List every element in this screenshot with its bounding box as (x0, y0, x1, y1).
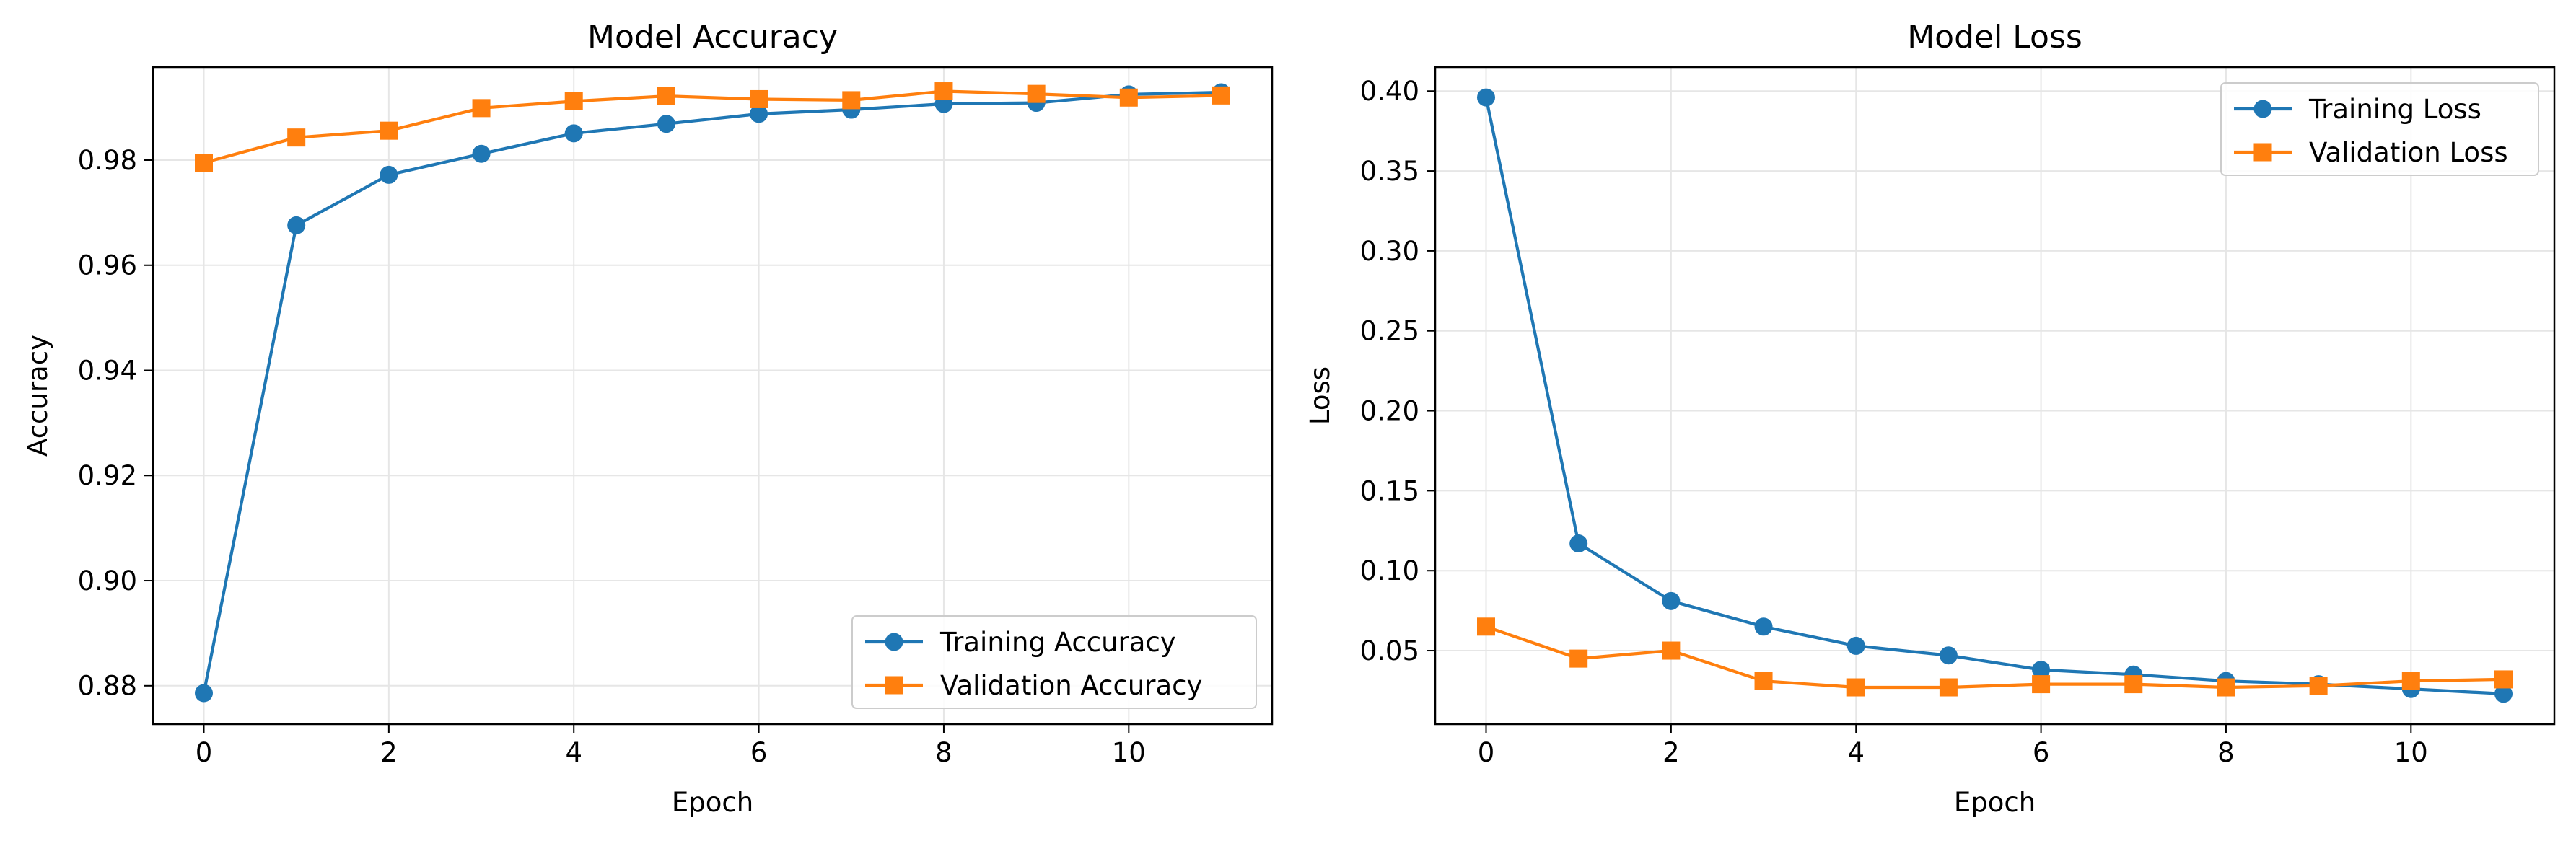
accuracy-x-tick-label: 8 (935, 737, 952, 768)
accuracy-x-tick-label: 2 (380, 737, 398, 768)
validation-loss-point (1939, 678, 1958, 697)
accuracy-x-axis-label: Epoch (672, 787, 753, 818)
loss-x-tick-label: 2 (1662, 737, 1680, 768)
training-loss-legend-marker (2253, 100, 2272, 118)
training-accuracy-point (195, 684, 213, 703)
validation-loss-point (2032, 675, 2051, 694)
validation-accuracy-point (564, 92, 583, 110)
validation-loss-point (2124, 675, 2143, 694)
accuracy-y-tick-label: 0.90 (78, 565, 137, 596)
loss-x-tick-label: 6 (2033, 737, 2050, 768)
training-loss-point (1846, 636, 1865, 655)
training-accuracy-point (750, 105, 768, 123)
validation-accuracy-legend-marker (885, 676, 903, 695)
accuracy-y-tick-label: 0.94 (78, 355, 137, 386)
loss-x-tick-label: 8 (2217, 737, 2235, 768)
accuracy-chart-title: Model Accuracy (587, 19, 838, 56)
validation-accuracy-point (657, 87, 675, 105)
training-loss-point (1939, 646, 1958, 665)
accuracy-y-tick-label: 0.92 (78, 460, 137, 491)
loss-y-tick-label: 0.25 (1360, 316, 1419, 347)
accuracy-y-axis-label: Accuracy (22, 335, 53, 457)
validation-loss-legend-label: Validation Loss (2309, 137, 2508, 168)
loss-chart-title: Model Loss (1907, 19, 2082, 56)
loss-y-tick-label: 0.40 (1360, 76, 1419, 107)
training-loss-point (1569, 534, 1588, 553)
validation-loss-point (2217, 678, 2235, 697)
validation-accuracy-legend-label: Validation Accuracy (940, 670, 1202, 701)
training-accuracy-point (564, 124, 583, 143)
loss-axes-frame (1434, 66, 2556, 726)
accuracy-legend-box (851, 615, 1257, 709)
validation-loss-point (1662, 641, 1681, 660)
validation-accuracy-point (1119, 88, 1138, 107)
validation-accuracy-point (750, 89, 768, 108)
training-accuracy-point (472, 144, 491, 163)
accuracy-legend: Training Accuracy Validation Accuracy (851, 615, 1257, 709)
accuracy-axes-frame (152, 66, 1274, 726)
training-loss-point (2494, 684, 2513, 703)
validation-loss-point (1569, 649, 1588, 668)
training-loss-legend-label: Training Loss (2308, 94, 2481, 125)
validation-loss-line (1485, 625, 2504, 690)
training-accuracy-point (380, 165, 398, 184)
loss-y-tick-label: 0.15 (1360, 475, 1419, 506)
validation-loss-point (1477, 617, 1495, 636)
validation-loss-point (2401, 672, 2420, 690)
loss-legend: Training Loss Validation Loss (2220, 82, 2539, 176)
loss-y-tick-label: 0.20 (1360, 396, 1419, 427)
validation-loss-point (1846, 678, 1865, 697)
training-loss-point (2032, 661, 2051, 679)
training-accuracy-line (202, 90, 1222, 694)
loss-x-axis-label: Epoch (1954, 787, 2036, 818)
validation-loss-point (1754, 672, 1773, 690)
validation-accuracy-point (472, 99, 491, 118)
loss-x-tick-label: 10 (2394, 737, 2428, 768)
training-accuracy-point (287, 216, 306, 234)
validation-accuracy-line (203, 89, 1222, 164)
validation-accuracy-point (1212, 86, 1230, 105)
validation-accuracy-point (842, 91, 861, 110)
validation-accuracy-point (1027, 84, 1046, 103)
training-accuracy-legend-marker (885, 633, 903, 651)
loss-y-tick-label: 0.10 (1360, 555, 1419, 586)
loss-x-tick-label: 4 (1847, 737, 1865, 768)
accuracy-x-tick-label: 6 (750, 737, 768, 768)
accuracy-y-tick-label: 0.96 (78, 250, 137, 281)
accuracy-y-tick-label: 0.88 (78, 671, 137, 702)
loss-y-tick-label: 0.30 (1360, 236, 1419, 267)
accuracy-x-tick-label: 0 (196, 737, 213, 768)
training-accuracy-point (657, 115, 675, 133)
loss-y-tick-label: 0.35 (1360, 156, 1419, 187)
loss-chart-panel: Model Loss Epoch Loss 0 2 4 6 8 10 0.05 0.10 0.1… (1305, 19, 2556, 818)
loss-x-tick-label: 0 (1478, 737, 1495, 768)
accuracy-x-tick-label: 10 (1112, 737, 1146, 768)
training-accuracy-legend-label: Training Accuracy (939, 627, 1176, 658)
accuracy-x-tick-label: 4 (565, 737, 582, 768)
accuracy-y-tick-label: 0.98 (78, 145, 137, 176)
loss-legend-box (2220, 82, 2539, 176)
validation-loss-point (2309, 677, 2328, 695)
training-loss-point (1477, 88, 1495, 107)
validation-loss-legend-marker (2253, 143, 2272, 162)
training-loss-point (1662, 591, 1681, 610)
loss-y-tick-label: 0.05 (1360, 635, 1419, 666)
accuracy-chart-panel: Model Accuracy Epoch Accuracy 0 2 4 6 8 10 0.8… (22, 19, 1274, 818)
validation-loss-point (2494, 670, 2513, 689)
loss-y-axis-label: Loss (1305, 366, 1336, 425)
validation-accuracy-point (195, 154, 213, 172)
validation-accuracy-point (380, 121, 398, 140)
validation-accuracy-point (934, 82, 953, 101)
training-loss-point (1754, 617, 1773, 636)
validation-accuracy-point (287, 128, 306, 147)
